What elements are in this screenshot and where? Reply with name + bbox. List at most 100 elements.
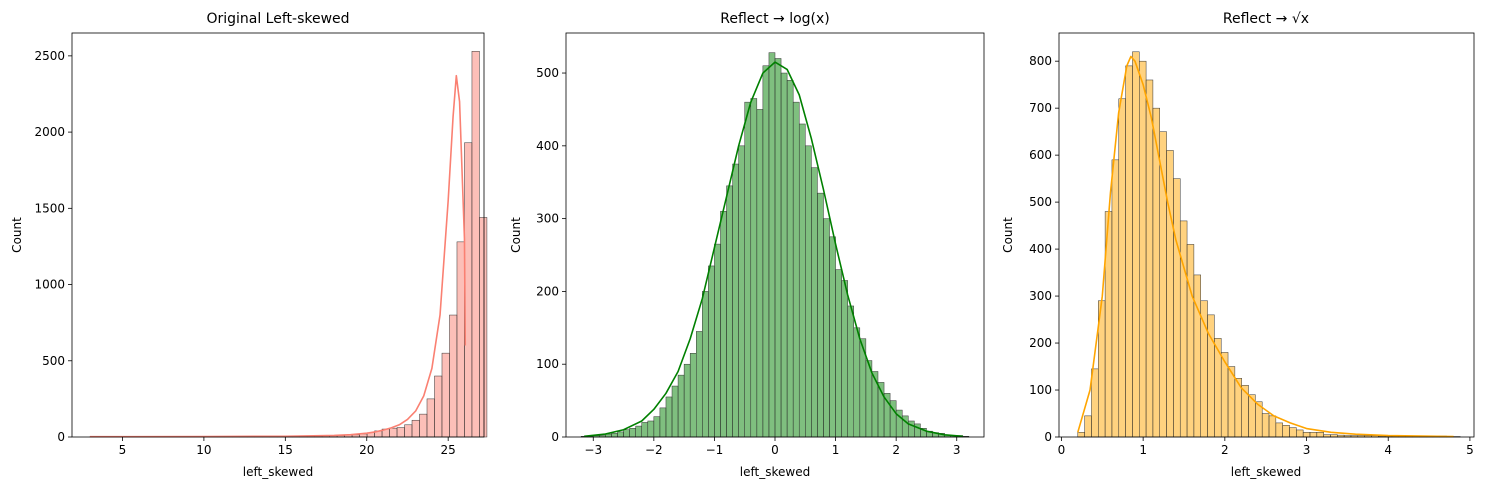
histogram-bar	[708, 265, 715, 438]
histogram-bar	[1091, 368, 1099, 438]
histogram-bar	[396, 427, 405, 438]
y-tick-label: 500	[536, 66, 559, 80]
axes-frame	[1058, 32, 1475, 438]
histogram-bar	[426, 398, 435, 438]
histogram-bar	[1296, 429, 1304, 438]
histogram-bar	[441, 352, 450, 438]
histogram-bar	[732, 163, 739, 438]
kde-line	[89, 74, 467, 438]
histogram-bar	[689, 353, 697, 438]
histogram-bar	[1145, 79, 1154, 438]
histogram-bar	[817, 192, 824, 438]
y-axis-label: Count	[1001, 217, 1015, 253]
histogram-bar	[823, 218, 830, 438]
x-tick-label: 2	[1221, 443, 1229, 457]
histogram-bar	[635, 425, 642, 438]
histogram-bar	[792, 101, 800, 438]
histogram-bar	[750, 98, 758, 438]
histogram-bar	[811, 167, 818, 438]
x-axis-label: left_skewed	[243, 465, 313, 479]
y-tick-label: 300	[536, 212, 559, 226]
histogram-bar	[1316, 432, 1324, 438]
histogram-bar	[665, 396, 673, 438]
kde-line	[1077, 55, 1454, 438]
histogram-bar	[1118, 98, 1126, 438]
histogram-bar	[714, 243, 721, 438]
y-tick-label: 100	[536, 357, 559, 371]
histogram-bar	[871, 371, 879, 438]
histogram-bar	[762, 65, 770, 438]
histogram-bar	[617, 431, 624, 438]
histogram-bar	[1125, 65, 1133, 438]
x-axis-label: left_skewed	[1231, 465, 1301, 479]
histogram-bar	[434, 375, 443, 438]
histogram-bar	[456, 241, 465, 438]
histogram-bar	[1111, 159, 1120, 438]
x-axis-label: left_skewed	[740, 465, 810, 479]
y-tick-label: 800	[1029, 54, 1052, 68]
panel-reflect-sqrt: Reflect → √x left_skewed Count 0 1 2 3 4 5 0 10…	[1001, 11, 1475, 479]
x-tick-label: −3	[584, 443, 602, 457]
histogram-bar	[653, 416, 661, 438]
histogram-bar	[623, 429, 630, 438]
histogram-bar	[647, 420, 655, 438]
x-tick-label: 1	[832, 443, 840, 457]
histogram-bar	[677, 374, 685, 438]
histogram-bar	[659, 407, 667, 438]
histogram-bar	[853, 327, 861, 438]
y-tick-label: 400	[536, 139, 559, 153]
x-tick-label: 20	[359, 443, 374, 457]
histogram-bar	[1186, 244, 1195, 438]
y-tick-label: 0	[1044, 430, 1052, 444]
x-tick-label: 0	[1058, 443, 1066, 457]
y-tick-label: 400	[1029, 242, 1052, 256]
x-tick-label: 0	[771, 443, 779, 457]
x-tick-label: −1	[706, 443, 724, 457]
chart-title: Reflect → √x	[1223, 11, 1309, 27]
y-tick-label: 700	[1029, 101, 1052, 115]
x-tick-label: 25	[441, 443, 456, 457]
x-tick-label: 15	[278, 443, 293, 457]
histogram-bar	[449, 314, 458, 438]
histogram-bar	[1282, 425, 1290, 438]
histogram-bar	[411, 419, 420, 438]
x-tick-label: 5	[1466, 443, 1474, 457]
histogram-bars	[580, 52, 970, 438]
x-tick-label: 4	[1384, 443, 1392, 457]
histogram-bar	[1275, 422, 1283, 438]
histogram-bar	[908, 420, 915, 438]
histogram-bar	[1132, 51, 1140, 438]
histogram-bar	[1302, 432, 1311, 438]
y-tick-label: 600	[1029, 148, 1052, 162]
y-tick-label: 500	[42, 354, 65, 368]
histogram-bar	[768, 52, 776, 438]
histogram-bar	[1289, 427, 1297, 438]
histogram-bar	[1084, 415, 1092, 438]
chart-title: Original Left-skewed	[206, 11, 349, 27]
histogram-bar	[419, 413, 428, 438]
histogram-bar	[471, 51, 480, 438]
histogram-bars	[89, 51, 488, 438]
y-tick-label: 0	[551, 430, 559, 444]
histogram-bars	[1077, 51, 1461, 438]
y-tick-label: 200	[536, 284, 559, 298]
histogram-bar	[1179, 220, 1188, 438]
histogram-bar	[641, 422, 649, 438]
panel-original-left-skewed: Original Left-skewed left_skewed Count 5…	[10, 11, 488, 479]
histogram-bar	[780, 72, 788, 438]
histogram-bar	[1077, 432, 1085, 438]
y-tick-label: 2000	[34, 125, 65, 139]
y-tick-label: 100	[1029, 383, 1052, 397]
histogram-bar	[1200, 300, 1208, 438]
y-tick-label: 500	[1029, 195, 1052, 209]
histogram-bar	[805, 145, 812, 438]
histogram-bar	[479, 217, 488, 438]
x-tick-label: 5	[119, 443, 127, 457]
histogram-bar	[798, 123, 806, 438]
histogram-bar	[1166, 150, 1174, 438]
y-axis-label: Count	[509, 217, 523, 253]
histogram-bar	[611, 433, 618, 438]
histogram-bar	[389, 427, 398, 438]
x-tick-label: 3	[1303, 443, 1311, 457]
axes-frame	[71, 32, 485, 438]
